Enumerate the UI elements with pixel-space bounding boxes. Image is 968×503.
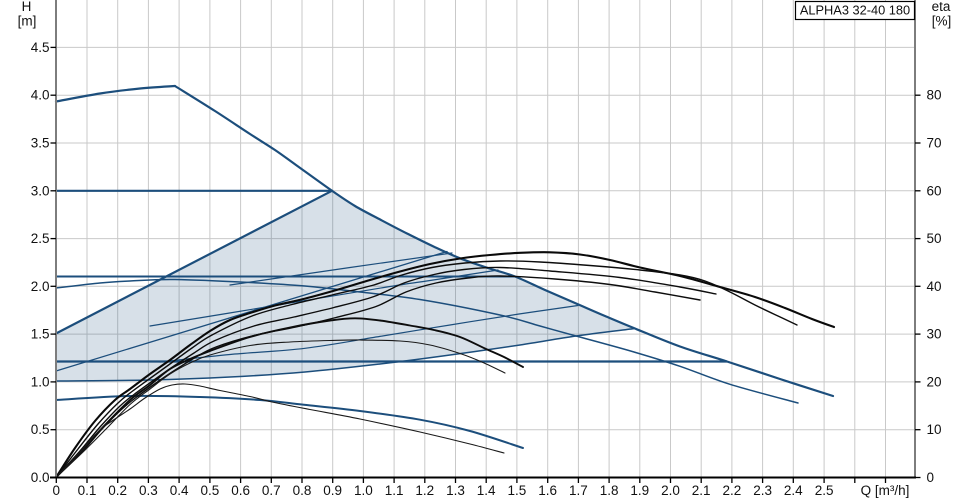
svg-text:0.6: 0.6 bbox=[231, 483, 250, 498]
svg-text:1.4: 1.4 bbox=[477, 483, 496, 498]
svg-text:3.0: 3.0 bbox=[31, 183, 50, 198]
svg-text:50: 50 bbox=[927, 231, 942, 246]
svg-text:80: 80 bbox=[927, 88, 942, 103]
svg-text:70: 70 bbox=[927, 136, 942, 151]
svg-text:0: 0 bbox=[927, 470, 935, 485]
svg-text:1.5: 1.5 bbox=[31, 327, 50, 342]
svg-text:2.4: 2.4 bbox=[784, 483, 803, 498]
svg-text:1.1: 1.1 bbox=[385, 483, 404, 498]
svg-text:2.5: 2.5 bbox=[815, 483, 834, 498]
svg-text:2.5: 2.5 bbox=[31, 231, 50, 246]
svg-text:eta: eta bbox=[932, 0, 951, 14]
svg-text:1.5: 1.5 bbox=[508, 483, 527, 498]
svg-text:3.5: 3.5 bbox=[31, 136, 50, 151]
svg-text:0.9: 0.9 bbox=[323, 483, 342, 498]
svg-text:[%]: [%] bbox=[932, 14, 952, 29]
svg-text:1.8: 1.8 bbox=[600, 483, 619, 498]
svg-text:0.8: 0.8 bbox=[293, 483, 312, 498]
svg-text:ALPHA3 32-40 180: ALPHA3 32-40 180 bbox=[800, 3, 910, 18]
svg-text:60: 60 bbox=[927, 183, 942, 198]
svg-text:0.3: 0.3 bbox=[139, 483, 158, 498]
svg-text:40: 40 bbox=[927, 279, 942, 294]
svg-text:H: H bbox=[22, 0, 32, 14]
svg-text:2.1: 2.1 bbox=[692, 483, 711, 498]
svg-text:2.0: 2.0 bbox=[31, 279, 50, 294]
svg-text:0.1: 0.1 bbox=[78, 483, 97, 498]
svg-text:10: 10 bbox=[927, 422, 942, 437]
svg-text:Q [m³/h]: Q [m³/h] bbox=[861, 483, 910, 498]
svg-text:4.0: 4.0 bbox=[31, 88, 50, 103]
svg-text:1.7: 1.7 bbox=[569, 483, 588, 498]
svg-text:1.0: 1.0 bbox=[354, 483, 373, 498]
svg-text:1.0: 1.0 bbox=[31, 374, 50, 389]
svg-text:20: 20 bbox=[927, 374, 942, 389]
svg-text:0.4: 0.4 bbox=[170, 483, 189, 498]
svg-text:0.5: 0.5 bbox=[201, 483, 220, 498]
svg-text:0.7: 0.7 bbox=[262, 483, 281, 498]
svg-text:2.3: 2.3 bbox=[753, 483, 772, 498]
svg-text:4.5: 4.5 bbox=[31, 40, 50, 55]
svg-text:0.5: 0.5 bbox=[31, 422, 50, 437]
svg-text:1.6: 1.6 bbox=[538, 483, 557, 498]
svg-text:1.9: 1.9 bbox=[630, 483, 649, 498]
svg-text:1.3: 1.3 bbox=[446, 483, 465, 498]
svg-text:30: 30 bbox=[927, 327, 942, 342]
svg-text:2.2: 2.2 bbox=[723, 483, 742, 498]
svg-text:0.2: 0.2 bbox=[108, 483, 127, 498]
svg-text:[m]: [m] bbox=[18, 14, 37, 29]
svg-text:1.2: 1.2 bbox=[415, 483, 434, 498]
svg-text:0.0: 0.0 bbox=[31, 470, 50, 485]
svg-text:0: 0 bbox=[53, 483, 61, 498]
svg-text:2.0: 2.0 bbox=[661, 483, 680, 498]
